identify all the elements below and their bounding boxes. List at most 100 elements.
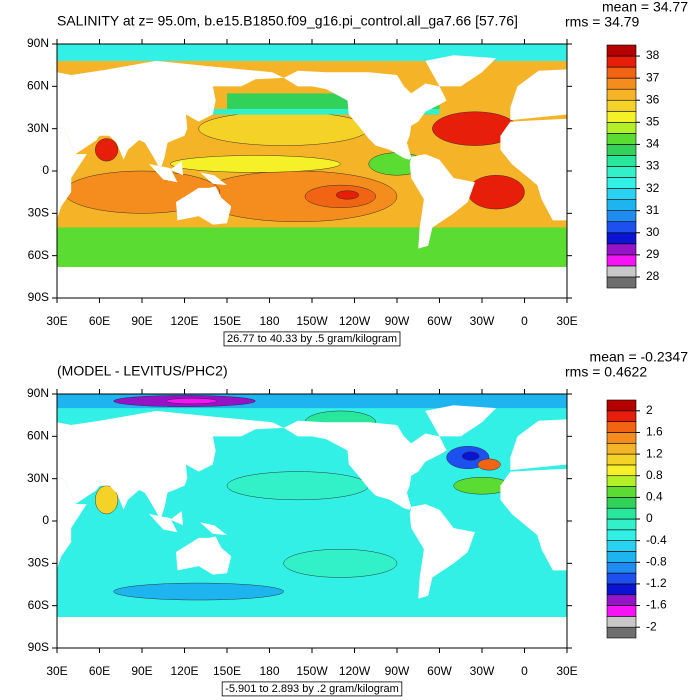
colorbar-label: 32 (646, 181, 660, 195)
land (170, 511, 184, 526)
land (409, 504, 475, 599)
colorbar-label: 1.2 (646, 446, 663, 460)
contour-region (226, 471, 369, 501)
lon-label: 150W (296, 314, 328, 328)
colorbar-box (606, 594, 637, 606)
colorbar-label: 31 (646, 203, 660, 217)
contour-region (57, 227, 567, 267)
lon-label: 60W (427, 664, 452, 678)
colorbar-box (606, 616, 637, 628)
colorbar-box (606, 243, 637, 256)
contour-region (95, 138, 119, 162)
land (149, 163, 178, 183)
lon-label: 60E (89, 314, 110, 328)
colorbar-box (606, 561, 637, 574)
colorbar-box (606, 442, 637, 455)
lat-label: 90S (28, 640, 49, 654)
contour-region (95, 485, 119, 515)
map-panel: SALINITY at z= 95.0m, b.e15.B1850.f09_g1… (27, 0, 688, 347)
colorbar-box (606, 265, 637, 278)
lon-label: 60W (427, 314, 452, 328)
land (57, 60, 284, 170)
colorbar-label: -0.8 (646, 554, 667, 568)
colorbar-box (606, 475, 637, 487)
lon-label: 30W (470, 314, 495, 328)
range-note: -5.901 to 2.893 by .2 gram/kilogram (225, 683, 399, 695)
lon-label: 120E (170, 314, 198, 328)
lat-label: 60N (27, 79, 49, 93)
lon-label: 180 (259, 664, 279, 678)
colorbar-label: -1.2 (646, 576, 667, 590)
colorbar-label: 2 (646, 403, 653, 417)
colorbar-label: 0.4 (646, 490, 663, 504)
colorbar-box (606, 464, 637, 477)
colorbar-label: 36 (646, 92, 660, 106)
colorbar-label: 34 (646, 137, 660, 151)
colorbar-box (606, 177, 637, 189)
colorbar-box (606, 497, 637, 509)
colorbar-label: 29 (646, 247, 660, 261)
colorbar-label: 37 (646, 70, 660, 84)
lon-label: 90E (131, 314, 152, 328)
colorbar-box (606, 122, 637, 134)
lon-label: 0 (521, 664, 528, 678)
lon-label: 30E (556, 314, 577, 328)
colorbar-box (606, 605, 637, 617)
colorbar-label: -2 (646, 619, 657, 633)
geo (57, 44, 567, 298)
colorbar-box (606, 66, 637, 79)
lat-label: 30S (28, 556, 49, 570)
colorbar-box (606, 507, 637, 520)
lat-label: 60S (28, 248, 49, 262)
lat-label: 0 (42, 513, 49, 527)
lon-label: 120W (339, 664, 371, 678)
lon-label: 30E (46, 314, 67, 328)
colorbar-label: 38 (646, 48, 660, 62)
map-field (57, 44, 567, 298)
lat-label: 30N (27, 471, 49, 485)
colorbar-box (606, 155, 637, 167)
lon-label: 150E (213, 314, 241, 328)
colorbar-box (606, 144, 637, 156)
contour-region (467, 175, 525, 210)
mean-stat: mean = -0.2347 (590, 349, 689, 365)
lon-label: 120W (339, 314, 371, 328)
colorbar-box (606, 188, 637, 200)
geo (57, 394, 567, 648)
land (510, 419, 567, 471)
land (425, 55, 497, 87)
colorbar-box (606, 88, 637, 101)
range-note-box (223, 331, 401, 347)
map-field (57, 394, 567, 648)
colorbar-box (606, 232, 637, 245)
colorbar-box (606, 540, 637, 552)
contour-region (283, 549, 398, 578)
land (200, 522, 228, 536)
contour-region (477, 458, 501, 471)
land (57, 266, 567, 298)
lon-label: 90W (385, 314, 410, 328)
lat-label: 90N (27, 36, 49, 50)
colorbar-box (606, 166, 637, 178)
colorbar-label: 35 (646, 114, 660, 128)
contour-region (113, 582, 284, 601)
land (176, 536, 232, 575)
colorbar-box (606, 133, 637, 145)
colorbar-box (606, 399, 637, 412)
land (200, 172, 228, 186)
land (57, 477, 87, 569)
colorbar-box (606, 572, 637, 585)
colorbar-box (606, 276, 637, 289)
lon-label: 150E (213, 664, 241, 678)
colorbar-box (606, 529, 637, 541)
rms-stat: rms = 34.79 (565, 14, 640, 30)
colorbar-box (606, 486, 637, 498)
colorbar-label: 0.8 (646, 468, 663, 482)
colorbar-box (606, 583, 637, 596)
lon-label: 30E (46, 664, 67, 678)
contour-region (57, 44, 567, 61)
colorbar-box (606, 551, 637, 563)
lat-label: 60S (28, 598, 49, 612)
land (57, 127, 87, 219)
